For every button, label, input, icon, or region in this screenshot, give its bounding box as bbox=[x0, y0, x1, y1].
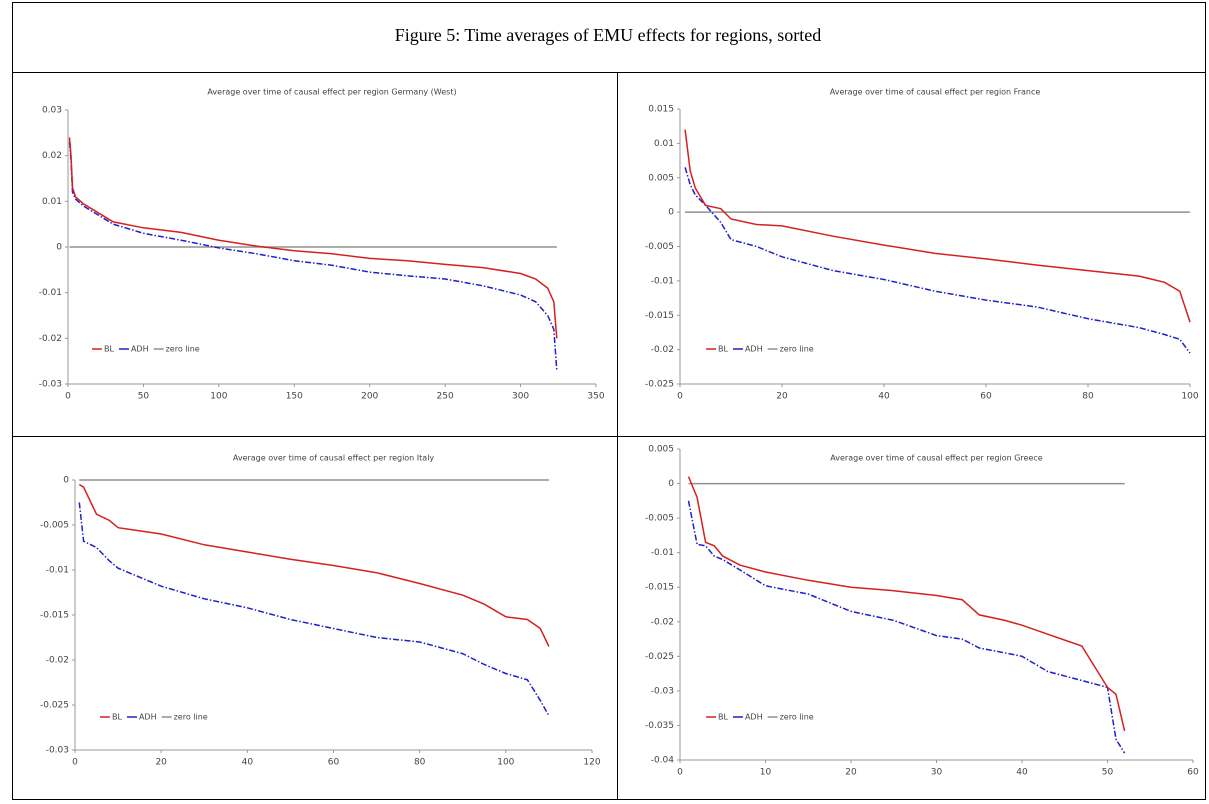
y-tick-label: -0.025 bbox=[645, 652, 674, 662]
x-tick-label: 120 bbox=[583, 758, 600, 768]
legend-label: zero line bbox=[780, 713, 814, 722]
y-tick-label: -0.02 bbox=[651, 345, 674, 355]
x-tick-label: 80 bbox=[1082, 392, 1094, 402]
y-tick-label: -0.005 bbox=[40, 521, 69, 531]
y-tick-label: 0 bbox=[63, 476, 69, 486]
series-line bbox=[68, 141, 558, 371]
x-tick-label: 0 bbox=[65, 392, 71, 402]
x-tick-label: 40 bbox=[242, 758, 254, 768]
y-tick-label: -0.01 bbox=[651, 548, 674, 558]
legend-label: zero line bbox=[166, 345, 200, 354]
legend-label: BL bbox=[112, 713, 122, 722]
y-tick-label: 0.01 bbox=[42, 197, 62, 207]
y-tick-label: -0.025 bbox=[40, 701, 69, 711]
chart-title: Average over time of causal effect per r… bbox=[233, 454, 435, 463]
x-tick-label: 0 bbox=[677, 768, 683, 778]
legend-label: ADH bbox=[131, 345, 149, 354]
x-tick-label: 0 bbox=[677, 392, 683, 402]
x-tick-label: 50 bbox=[138, 392, 150, 402]
table-border bbox=[12, 2, 1206, 800]
x-tick-label: 60 bbox=[1187, 768, 1199, 778]
x-tick-label: 300 bbox=[512, 392, 529, 402]
series-line bbox=[68, 137, 558, 339]
legend-label: ADH bbox=[139, 713, 157, 722]
x-tick-label: 20 bbox=[155, 758, 167, 768]
y-tick-label: -0.03 bbox=[39, 380, 62, 390]
chart-title: Average over time of causal effect per r… bbox=[830, 88, 1041, 97]
x-tick-label: 80 bbox=[414, 758, 426, 768]
y-tick-label: 0.015 bbox=[648, 105, 674, 115]
x-tick-label: 100 bbox=[210, 392, 227, 402]
y-tick-label: 0 bbox=[668, 479, 674, 489]
x-tick-label: 350 bbox=[587, 392, 604, 402]
y-tick-label: 0.005 bbox=[648, 445, 674, 455]
y-tick-label: -0.015 bbox=[645, 583, 674, 593]
chart-title: Average over time of causal effect per r… bbox=[830, 454, 1043, 463]
legend-label: BL bbox=[718, 713, 728, 722]
y-tick-label: -0.015 bbox=[40, 611, 69, 621]
y-tick-label: -0.035 bbox=[645, 721, 674, 731]
y-tick-label: -0.01 bbox=[46, 566, 69, 576]
x-tick-label: 40 bbox=[878, 392, 890, 402]
x-tick-label: 60 bbox=[980, 392, 992, 402]
legend-label: zero line bbox=[780, 345, 814, 354]
y-tick-label: 0 bbox=[668, 208, 674, 218]
y-tick-label: -0.02 bbox=[651, 617, 674, 627]
x-tick-label: 200 bbox=[361, 392, 378, 402]
x-tick-label: 40 bbox=[1016, 768, 1028, 778]
x-tick-label: 100 bbox=[497, 758, 514, 768]
series-line bbox=[684, 167, 1191, 354]
y-tick-label: -0.03 bbox=[46, 746, 69, 756]
series-line bbox=[78, 502, 550, 717]
x-tick-label: 150 bbox=[286, 392, 303, 402]
x-tick-label: 250 bbox=[437, 392, 454, 402]
y-tick-label: -0.005 bbox=[645, 242, 674, 252]
x-tick-label: 0 bbox=[72, 758, 78, 768]
y-tick-label: -0.03 bbox=[651, 686, 674, 696]
y-tick-label: -0.01 bbox=[39, 288, 62, 298]
figure-caption: Figure 5: Time averages of EMU effects f… bbox=[395, 25, 822, 45]
x-tick-label: 20 bbox=[776, 392, 788, 402]
y-tick-label: -0.02 bbox=[39, 334, 62, 344]
legend-label: BL bbox=[718, 345, 728, 354]
x-tick-label: 50 bbox=[1102, 768, 1114, 778]
x-tick-label: 60 bbox=[328, 758, 340, 768]
y-tick-label: -0.015 bbox=[645, 311, 674, 321]
legend-label: zero line bbox=[174, 713, 208, 722]
y-tick-label: -0.02 bbox=[46, 656, 69, 666]
y-tick-label: 0 bbox=[56, 243, 62, 253]
chart-title: Average over time of causal effect per r… bbox=[207, 88, 456, 97]
legend-label: ADH bbox=[745, 713, 763, 722]
series-line bbox=[684, 129, 1191, 323]
x-tick-label: 30 bbox=[931, 768, 943, 778]
y-tick-label: 0.02 bbox=[42, 151, 62, 161]
x-tick-label: 100 bbox=[1181, 392, 1198, 402]
y-tick-label: -0.04 bbox=[651, 756, 675, 766]
series-line bbox=[78, 483, 550, 647]
y-tick-label: 0.03 bbox=[42, 106, 62, 116]
y-tick-label: -0.01 bbox=[651, 276, 674, 286]
y-tick-label: -0.025 bbox=[645, 380, 674, 390]
series-line bbox=[687, 500, 1126, 754]
legend-label: BL bbox=[104, 345, 114, 354]
x-tick-label: 20 bbox=[845, 768, 857, 778]
series-line bbox=[687, 476, 1126, 732]
legend-label: ADH bbox=[745, 345, 763, 354]
y-tick-label: -0.005 bbox=[645, 514, 674, 524]
y-tick-label: 0.005 bbox=[648, 173, 674, 183]
y-tick-label: 0.01 bbox=[654, 139, 674, 149]
x-tick-label: 10 bbox=[760, 768, 772, 778]
